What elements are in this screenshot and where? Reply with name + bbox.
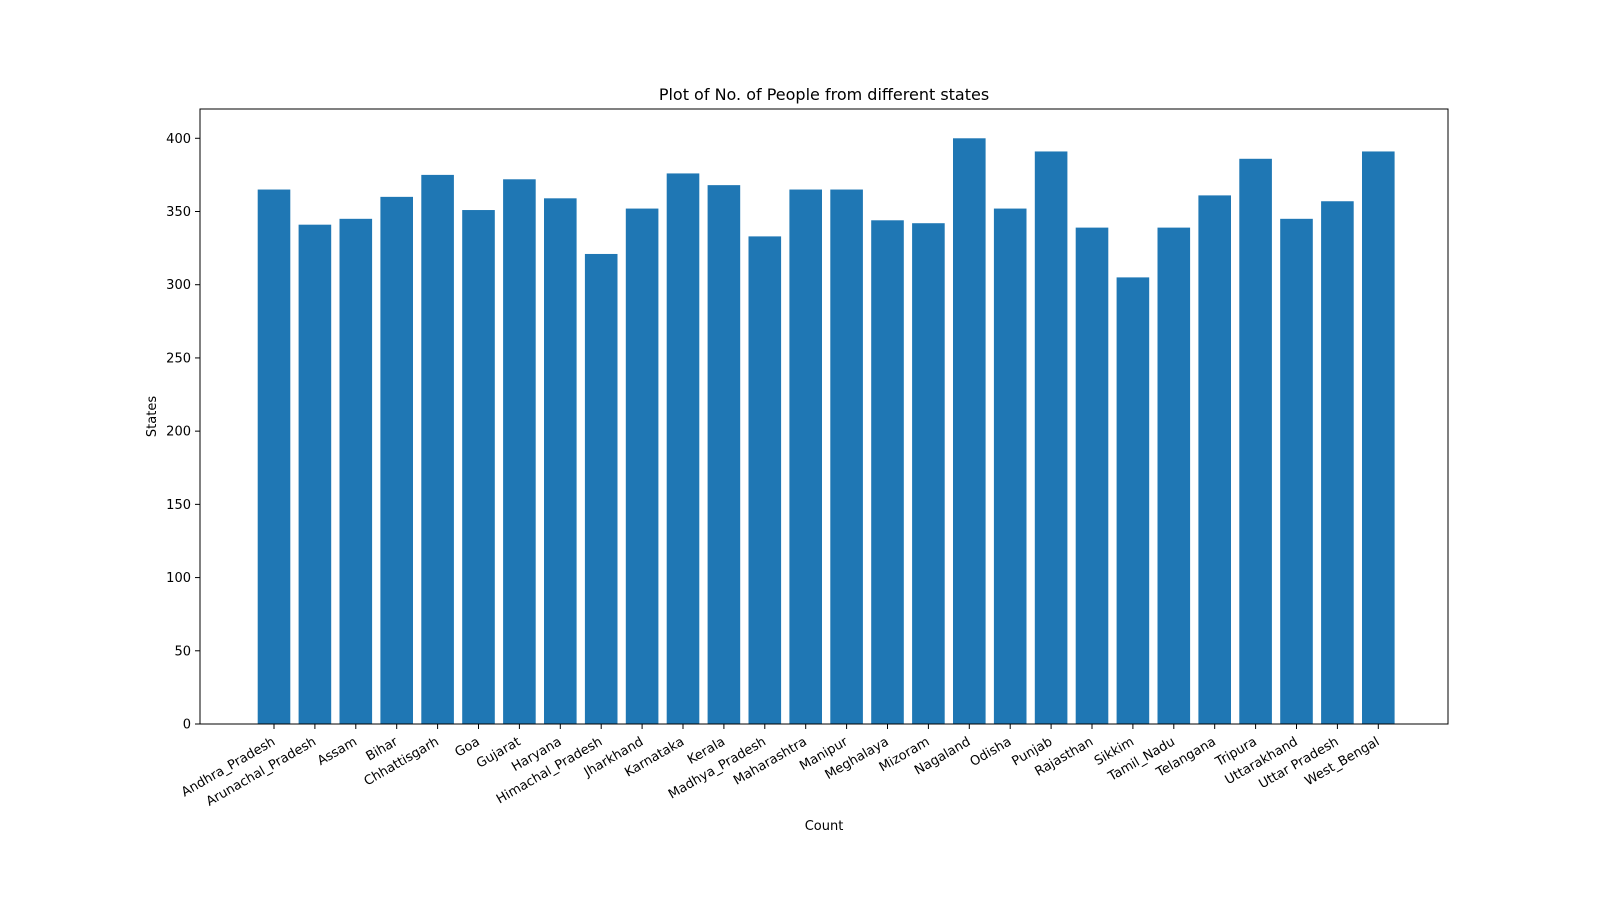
y-tick-label: 300 (166, 278, 191, 293)
bar-jharkhand (625, 208, 659, 724)
bar-andhra-pradesh (257, 189, 291, 725)
bar-himachal-pradesh (584, 253, 618, 724)
bar-maharashtra (789, 189, 822, 725)
bar-chhattisgarh (421, 174, 454, 724)
bar-arunachal-pradesh (298, 224, 332, 724)
bar-punjab (1034, 151, 1068, 724)
bar-mizoram (912, 223, 945, 724)
bar-uttarakhand (1280, 218, 1313, 724)
bar-odisha (993, 208, 1027, 724)
x-tick-label: Odisha (968, 734, 1015, 770)
bar-telangana (1198, 195, 1231, 724)
y-tick-label: 350 (166, 205, 191, 220)
y-tick-label: 150 (166, 498, 191, 513)
bar-tamil-nadu (1157, 227, 1191, 725)
y-tick-label: 400 (166, 132, 191, 147)
bar-nagaland (953, 138, 986, 725)
x-axis-label: Count (805, 819, 844, 834)
y-tick-label: 50 (174, 644, 191, 659)
bar-manipur (830, 189, 863, 725)
bar-rajasthan (1075, 227, 1109, 725)
y-axis-label: States (145, 396, 160, 437)
bar-madhya-pradesh (748, 236, 782, 724)
bar-assam (339, 218, 373, 724)
x-tick-label: Assam (315, 734, 360, 769)
y-axis: 0 50 100 150 200 250 300 350 400 (166, 132, 200, 733)
y-tick-label: 0 (183, 718, 191, 733)
bar-meghalaya (871, 220, 904, 725)
y-tick-label: 250 (166, 351, 191, 366)
bar-tripura (1239, 158, 1272, 725)
bar-kerala (707, 185, 741, 724)
plot-frame (199, 108, 1449, 725)
y-tick-label: 100 (166, 571, 191, 586)
bar-bihar (380, 196, 413, 725)
bar-karnataka (666, 173, 700, 724)
bars-group (257, 138, 1395, 725)
chart-title: Plot of No. of People from different sta… (659, 85, 989, 104)
bar-haryana (544, 198, 577, 724)
y-tick-label: 200 (166, 425, 191, 440)
bar-sikkim (1116, 277, 1150, 724)
bar-goa (462, 210, 495, 725)
bar-gujarat (503, 179, 536, 725)
bar-west-bengal (1362, 151, 1395, 724)
bar-uttar-pradesh (1321, 201, 1354, 724)
